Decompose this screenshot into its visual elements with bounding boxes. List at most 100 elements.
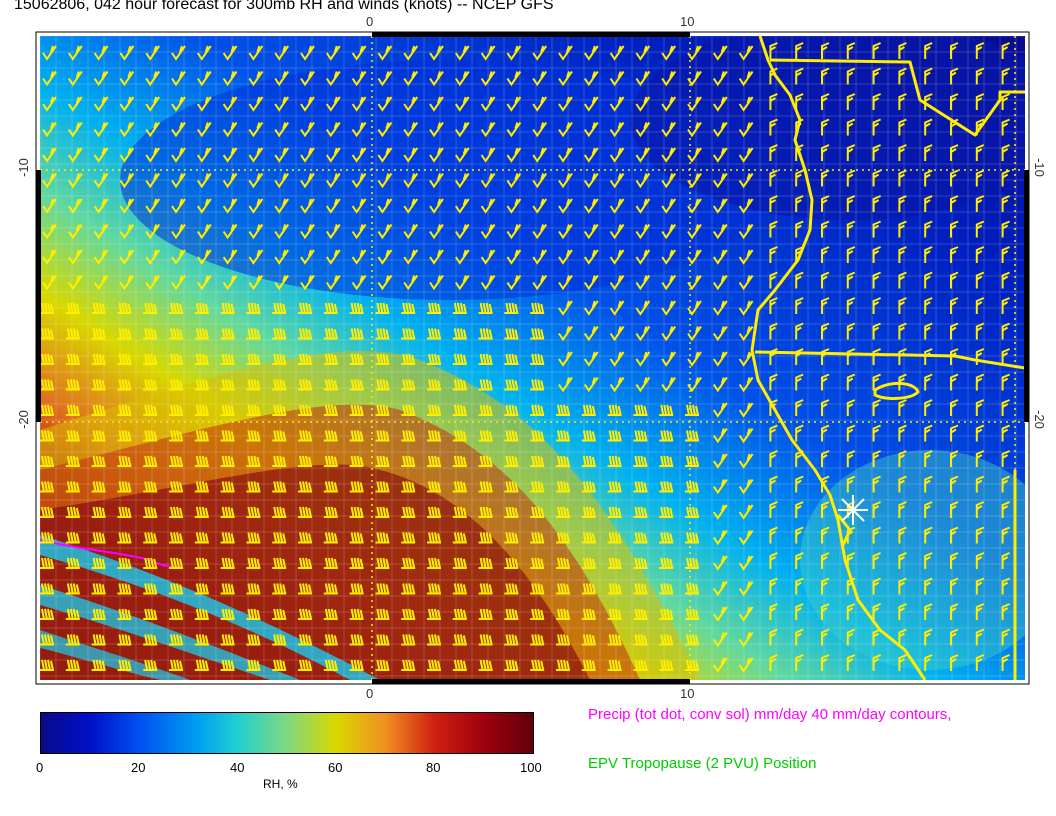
wind-barb — [143, 634, 158, 646]
wind-barb — [821, 501, 830, 518]
wind-barb — [924, 654, 933, 671]
wind-barb — [272, 659, 287, 671]
wind-barb — [581, 532, 596, 544]
wind-barb — [975, 552, 985, 569]
wind-barb — [872, 220, 881, 238]
wind-barb — [323, 404, 338, 416]
wind-barb — [480, 147, 496, 163]
wind-barb — [145, 45, 161, 61]
wind-barb — [349, 328, 364, 340]
wind-barb — [872, 348, 881, 365]
wind-barb — [246, 557, 261, 569]
wind-barb — [633, 659, 648, 671]
wind-barb — [171, 70, 186, 87]
wind-barb — [898, 348, 907, 365]
wind-barb — [738, 147, 754, 163]
wind-barb — [821, 118, 830, 136]
wind-barb — [975, 399, 985, 416]
wind-barb — [795, 118, 804, 136]
wind-barb — [661, 325, 677, 342]
wind-barb — [975, 373, 985, 391]
wind-barb — [846, 475, 856, 493]
wind-barb — [401, 659, 416, 671]
wind-barb — [67, 45, 83, 61]
wind-barb — [872, 271, 881, 289]
wind-barb — [220, 455, 235, 467]
wind-barb — [1001, 501, 1010, 518]
wind-barb — [196, 198, 212, 214]
wind-barb — [67, 249, 83, 265]
wind-barb — [274, 198, 290, 214]
wind-barb — [661, 351, 677, 367]
wind-barb — [272, 404, 287, 416]
wind-barb — [248, 96, 264, 112]
wind-barb — [480, 198, 496, 214]
wind-barb — [42, 249, 57, 265]
wind-barb — [635, 351, 651, 367]
wind-barb — [143, 532, 158, 544]
wind-barb — [298, 353, 312, 365]
wind-barb — [738, 96, 754, 112]
wind-barb — [583, 223, 599, 240]
wind-barb — [924, 526, 933, 544]
wind-barb — [635, 198, 651, 214]
wind-barb — [169, 353, 183, 365]
wind-barb — [633, 557, 648, 569]
wind-barb — [194, 506, 209, 518]
wind-barb — [846, 654, 856, 671]
wind-barb — [119, 274, 135, 291]
wind-barb — [530, 583, 545, 595]
wind-barb — [377, 249, 393, 265]
wind-barb — [300, 96, 315, 112]
wind-barb — [119, 96, 135, 112]
wind-barb — [583, 172, 599, 189]
wind-barb — [975, 475, 985, 493]
wind-barb — [375, 506, 390, 518]
wind-barb — [898, 628, 907, 646]
wind-barb — [661, 249, 677, 265]
wind-barb — [975, 42, 985, 59]
wind-barb — [375, 302, 390, 314]
wind-barb — [898, 475, 907, 493]
precip-legend-note: Precip (tot dot, conv sol) mm/day 40 mm/… — [588, 706, 952, 723]
wind-barb — [375, 328, 390, 340]
wind-barb — [609, 121, 625, 138]
wind-barb — [452, 379, 467, 391]
wind-barb — [872, 475, 881, 493]
wind-barb — [872, 373, 881, 391]
wind-barb — [975, 169, 985, 187]
wind-barb — [454, 121, 470, 138]
wind-barb — [659, 557, 674, 569]
wind-barb — [169, 557, 183, 569]
wind-barb — [169, 583, 183, 595]
wind-barb — [377, 223, 393, 240]
wind-barb — [298, 481, 312, 493]
wind-barb — [821, 373, 830, 391]
wind-barb — [872, 603, 881, 620]
wind-barb — [452, 659, 467, 671]
wind-barb — [795, 501, 804, 518]
wind-barb — [581, 583, 596, 595]
wind-barb — [685, 481, 699, 493]
wind-barb — [452, 328, 467, 340]
wind-barb — [872, 526, 881, 544]
wind-barb — [821, 475, 830, 493]
wind-barb — [323, 634, 338, 646]
wind-barb — [795, 424, 804, 442]
wind-barb — [1001, 450, 1010, 467]
wind-barb — [846, 348, 856, 365]
wind-barb — [427, 481, 441, 493]
wind-barb — [196, 70, 212, 87]
wind-barb — [504, 353, 519, 365]
wind-barb — [351, 96, 367, 112]
map-title: 15062806, 042 hour forecast for 300mb RH… — [14, 0, 554, 13]
wind-barb — [248, 274, 264, 291]
wind-barb — [222, 249, 238, 265]
wind-barb — [220, 430, 235, 442]
wind-barb — [583, 325, 599, 342]
wind-barb — [427, 404, 441, 416]
wind-barb — [635, 121, 651, 138]
wind-barb — [429, 274, 444, 291]
wind-barb — [872, 93, 881, 110]
wind-barb — [504, 634, 519, 646]
